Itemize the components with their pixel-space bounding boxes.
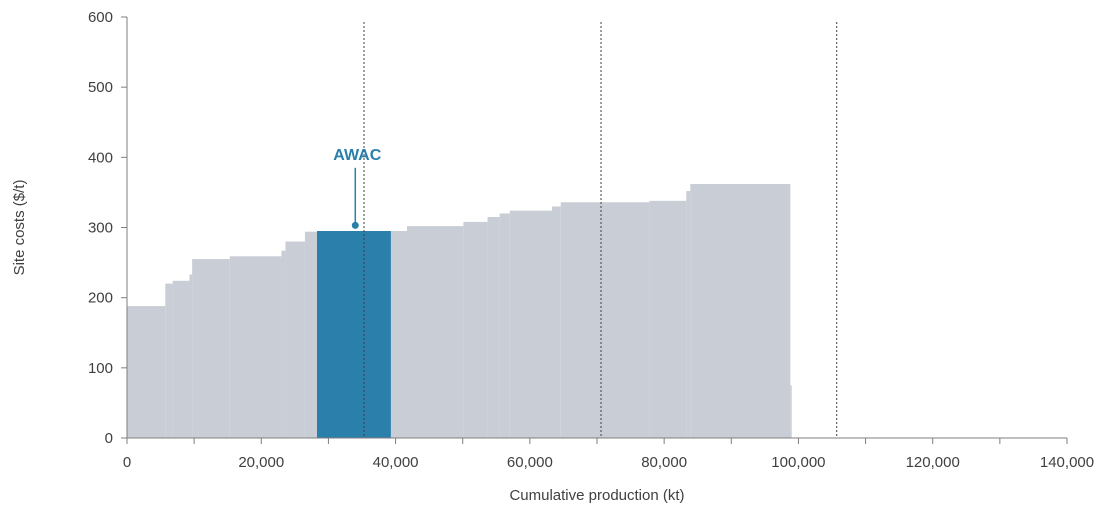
x-tick-label-5: 100,000 [771,454,825,471]
annotation-marker-0 [351,221,359,229]
highlight-bar-awac [317,231,391,438]
y-tick-label-2: 200 [88,290,113,307]
cost-curve-bars [127,183,792,438]
y-tick-label-3: 300 [88,220,113,237]
cost-step-17 [560,202,650,438]
cost-step-19 [686,191,691,438]
cost-step-14 [499,213,510,438]
x-tick-label-3: 60,000 [507,454,553,471]
cost-step-10 [390,231,407,438]
y-tick-label-4: 400 [88,149,113,166]
cost-step-1 [165,283,173,438]
y-tick-label-6: 600 [88,9,113,26]
x-tick-label-1: 20,000 [238,454,284,471]
reference-lines [363,22,838,438]
cost-step-11 [406,226,464,438]
x-tick-label-2: 40,000 [373,454,419,471]
y-tick-label-5: 500 [88,79,113,96]
cost-step-0 [127,306,166,438]
y-axis-title: Site costs ($/t) [11,180,28,276]
x-tick-label-4: 80,000 [641,454,687,471]
annotation-label-0: AWAC [333,147,381,164]
x-tick-label-0: 0 [123,454,131,471]
cost-step-18 [649,200,687,438]
cost-step-6 [281,250,286,438]
cost-step-12 [463,221,488,438]
cost-step-7 [285,241,305,438]
annotations: AWAC [333,147,382,229]
cost-step-3 [189,274,193,438]
cost-step-13 [487,216,500,438]
x-tick-label-7: 140,000 [1040,454,1094,471]
cost-step-5 [229,256,282,438]
axes [121,16,1068,444]
cost-step-20 [690,183,791,438]
y-tick-label-1: 100 [88,360,113,377]
tick-labels: 0 100 200 300 400 500 600 0 20,000 40,000 60,000 80… [88,9,1094,471]
highlight-layer [317,231,391,438]
x-tick-label-6: 120,000 [906,454,960,471]
cost-step-4 [192,259,230,438]
x-axis-title: Cumulative production (kt) [509,487,684,504]
cost-step-16 [552,206,561,438]
cost-step-8 [304,231,318,438]
cost-step-21 [790,385,792,438]
cost-step-2 [172,280,190,438]
y-tick-label-0: 0 [105,430,113,447]
cost-step-15 [509,210,553,438]
